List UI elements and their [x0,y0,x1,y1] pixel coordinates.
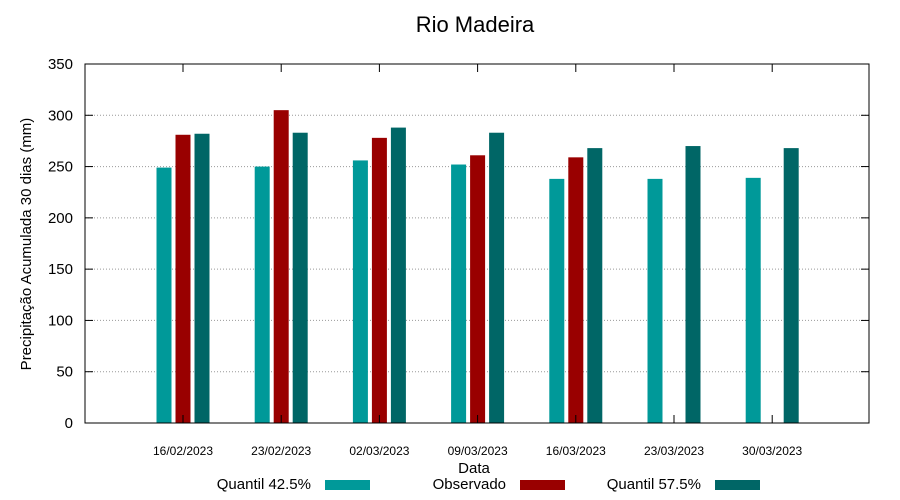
bar-observado [175,134,191,423]
y-axis-ticks: 0 50 100 150 200 250 300 350 [48,56,869,432]
x-tick-label: 02/03/2023 [349,444,409,458]
chart-title: Rio Madeira [416,12,535,37]
y-tick-label: 200 [48,210,73,227]
bar-observado [568,157,584,423]
y-tick-label: 300 [48,107,73,124]
y-tick-label: 100 [48,312,73,329]
bar-quantil-57-5- [685,146,701,424]
bars [156,110,799,424]
x-axis-label: Data [458,460,490,477]
bar-quantil-57-5- [489,132,505,424]
x-axis-ticks: 16/02/2023 23/02/2023 02/03/2023 09/03/2023… [153,64,803,458]
bar-quantil-42-5- [156,167,172,423]
legend-swatch [325,480,370,490]
legend-label: Quantil 42.5% [217,476,311,493]
bar-quantil-42-5- [745,177,761,423]
x-tick-label: 23/03/2023 [644,444,704,458]
y-tick-label: 50 [56,364,73,381]
legend-swatch [715,480,760,490]
legend-label: Observado [433,476,506,493]
bar-quantil-42-5- [352,160,368,423]
legend-label: Quantil 57.5% [607,476,701,493]
bar-observado [273,110,289,424]
bar-quantil-42-5- [451,164,467,423]
legend: Quantil 42.5% Observado Quantil 57.5% [217,476,760,493]
bar-quantil-57-5- [390,127,406,423]
bar-quantil-42-5- [647,178,663,423]
x-tick-label: 23/02/2023 [251,444,311,458]
x-tick-label: 16/02/2023 [153,444,213,458]
bar-observado [470,155,486,423]
y-tick-label: 150 [48,261,73,278]
bar-quantil-57-5- [783,148,799,423]
x-tick-label: 16/03/2023 [546,444,606,458]
bar-quantil-57-5- [292,132,308,424]
bar-quantil-57-5- [587,148,603,423]
bar-quantil-57-5- [194,133,210,423]
y-tick-label: 250 [48,159,73,176]
bar-quantil-42-5- [549,178,565,423]
y-axis-label: Precipitação Acumulada 30 dias (mm) [18,118,35,371]
x-tick-label: 30/03/2023 [742,444,802,458]
x-tick-label: 09/03/2023 [448,444,508,458]
bar-observado [371,137,387,423]
y-tick-label: 350 [48,56,73,73]
y-tick-label: 0 [65,415,73,432]
bar-quantil-42-5- [254,166,270,424]
plot-frame [84,63,870,424]
legend-swatch [520,480,565,490]
